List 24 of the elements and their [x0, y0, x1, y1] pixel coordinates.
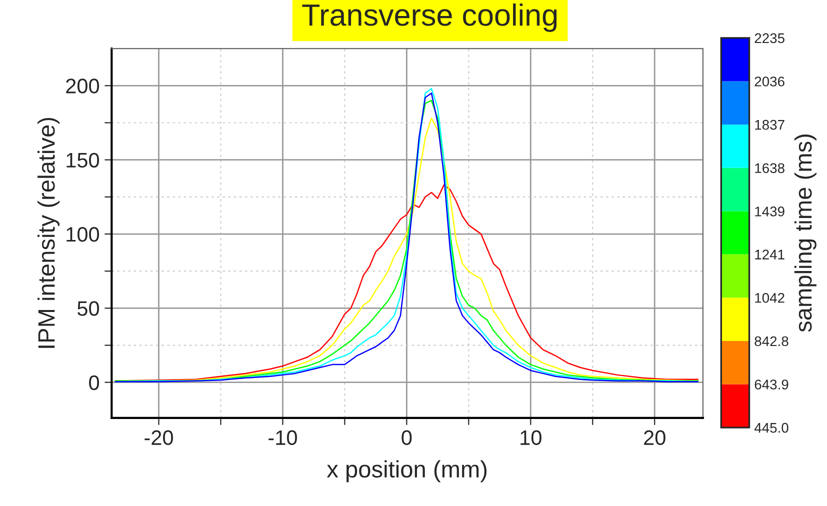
color-bar-label: 1241	[755, 250, 784, 260]
y-tick-label: 100	[66, 227, 100, 242]
color-bar-label: 445.0	[754, 422, 788, 433]
chart-title: Transverse cooling	[302, 3, 557, 32]
color-bar-label: 1638	[755, 163, 784, 174]
color-bar-label: 1042	[755, 292, 784, 303]
color-bar-label: 2235	[754, 33, 784, 44]
color-bar-label: 842.8	[754, 336, 788, 346]
color-bar-title: sampling time (ms)	[794, 134, 816, 332]
x-tick-label: -10	[268, 430, 297, 446]
x-tick-label: 10	[520, 430, 542, 446]
x-tick-label: 20	[644, 430, 666, 446]
color-bar-label: 1439	[755, 206, 784, 216]
x-tick-label: -20	[144, 430, 173, 446]
y-tick-label: 50	[78, 301, 100, 316]
y-tick-label: 0	[89, 375, 100, 390]
x-tick-label: 0	[402, 430, 412, 446]
color-bar-label: 643.9	[754, 380, 788, 390]
x-axis-title: x position (mm)	[326, 460, 487, 482]
color-bar-label: 2036	[754, 76, 784, 86]
y-tick-label: 200	[66, 78, 100, 94]
y-axis-title: IPM intensity (relative)	[38, 118, 60, 348]
color-bar-label: 1837	[755, 120, 784, 130]
y-tick-label: 150	[66, 152, 100, 168]
